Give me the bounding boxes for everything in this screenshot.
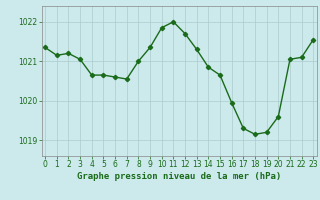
X-axis label: Graphe pression niveau de la mer (hPa): Graphe pression niveau de la mer (hPa) [77, 172, 281, 181]
